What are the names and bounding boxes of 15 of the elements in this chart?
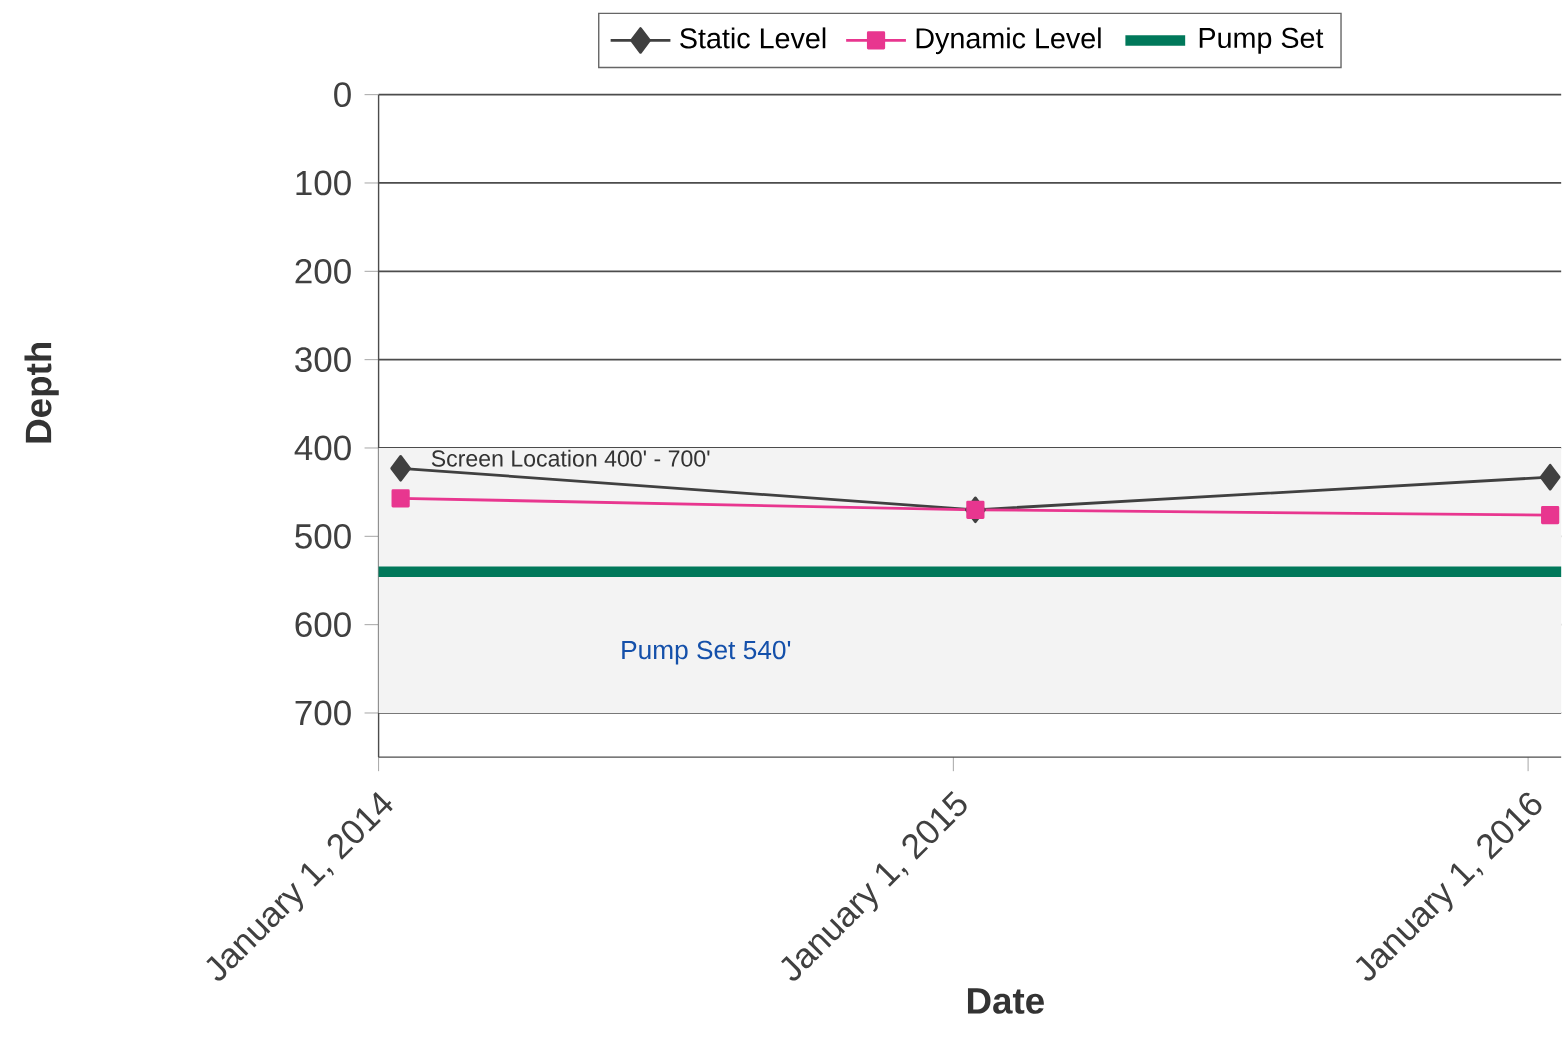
y-tick-label: 400 (294, 435, 351, 461)
y-tick-label: 700 (295, 700, 351, 726)
x-axis-title: Date (967, 988, 1044, 1014)
legend-label: Static Level (680, 27, 826, 49)
annotation: Pump Set 540' (622, 640, 791, 665)
y-tick-label: 200 (295, 258, 351, 284)
legend-label: Pump Set (1199, 27, 1324, 54)
y-tick-label: 0 (334, 82, 351, 107)
legend-label: Dynamic Level (916, 27, 1101, 55)
y-tick-label: 600 (295, 612, 351, 637)
y-tick-label: 500 (295, 523, 351, 549)
y-tick-label: 100 (296, 170, 351, 196)
band-label: Screen Location 400' - 700' (431, 449, 710, 467)
y-tick-label: 300 (295, 347, 351, 372)
y-axis-title: Depth (24, 342, 59, 443)
